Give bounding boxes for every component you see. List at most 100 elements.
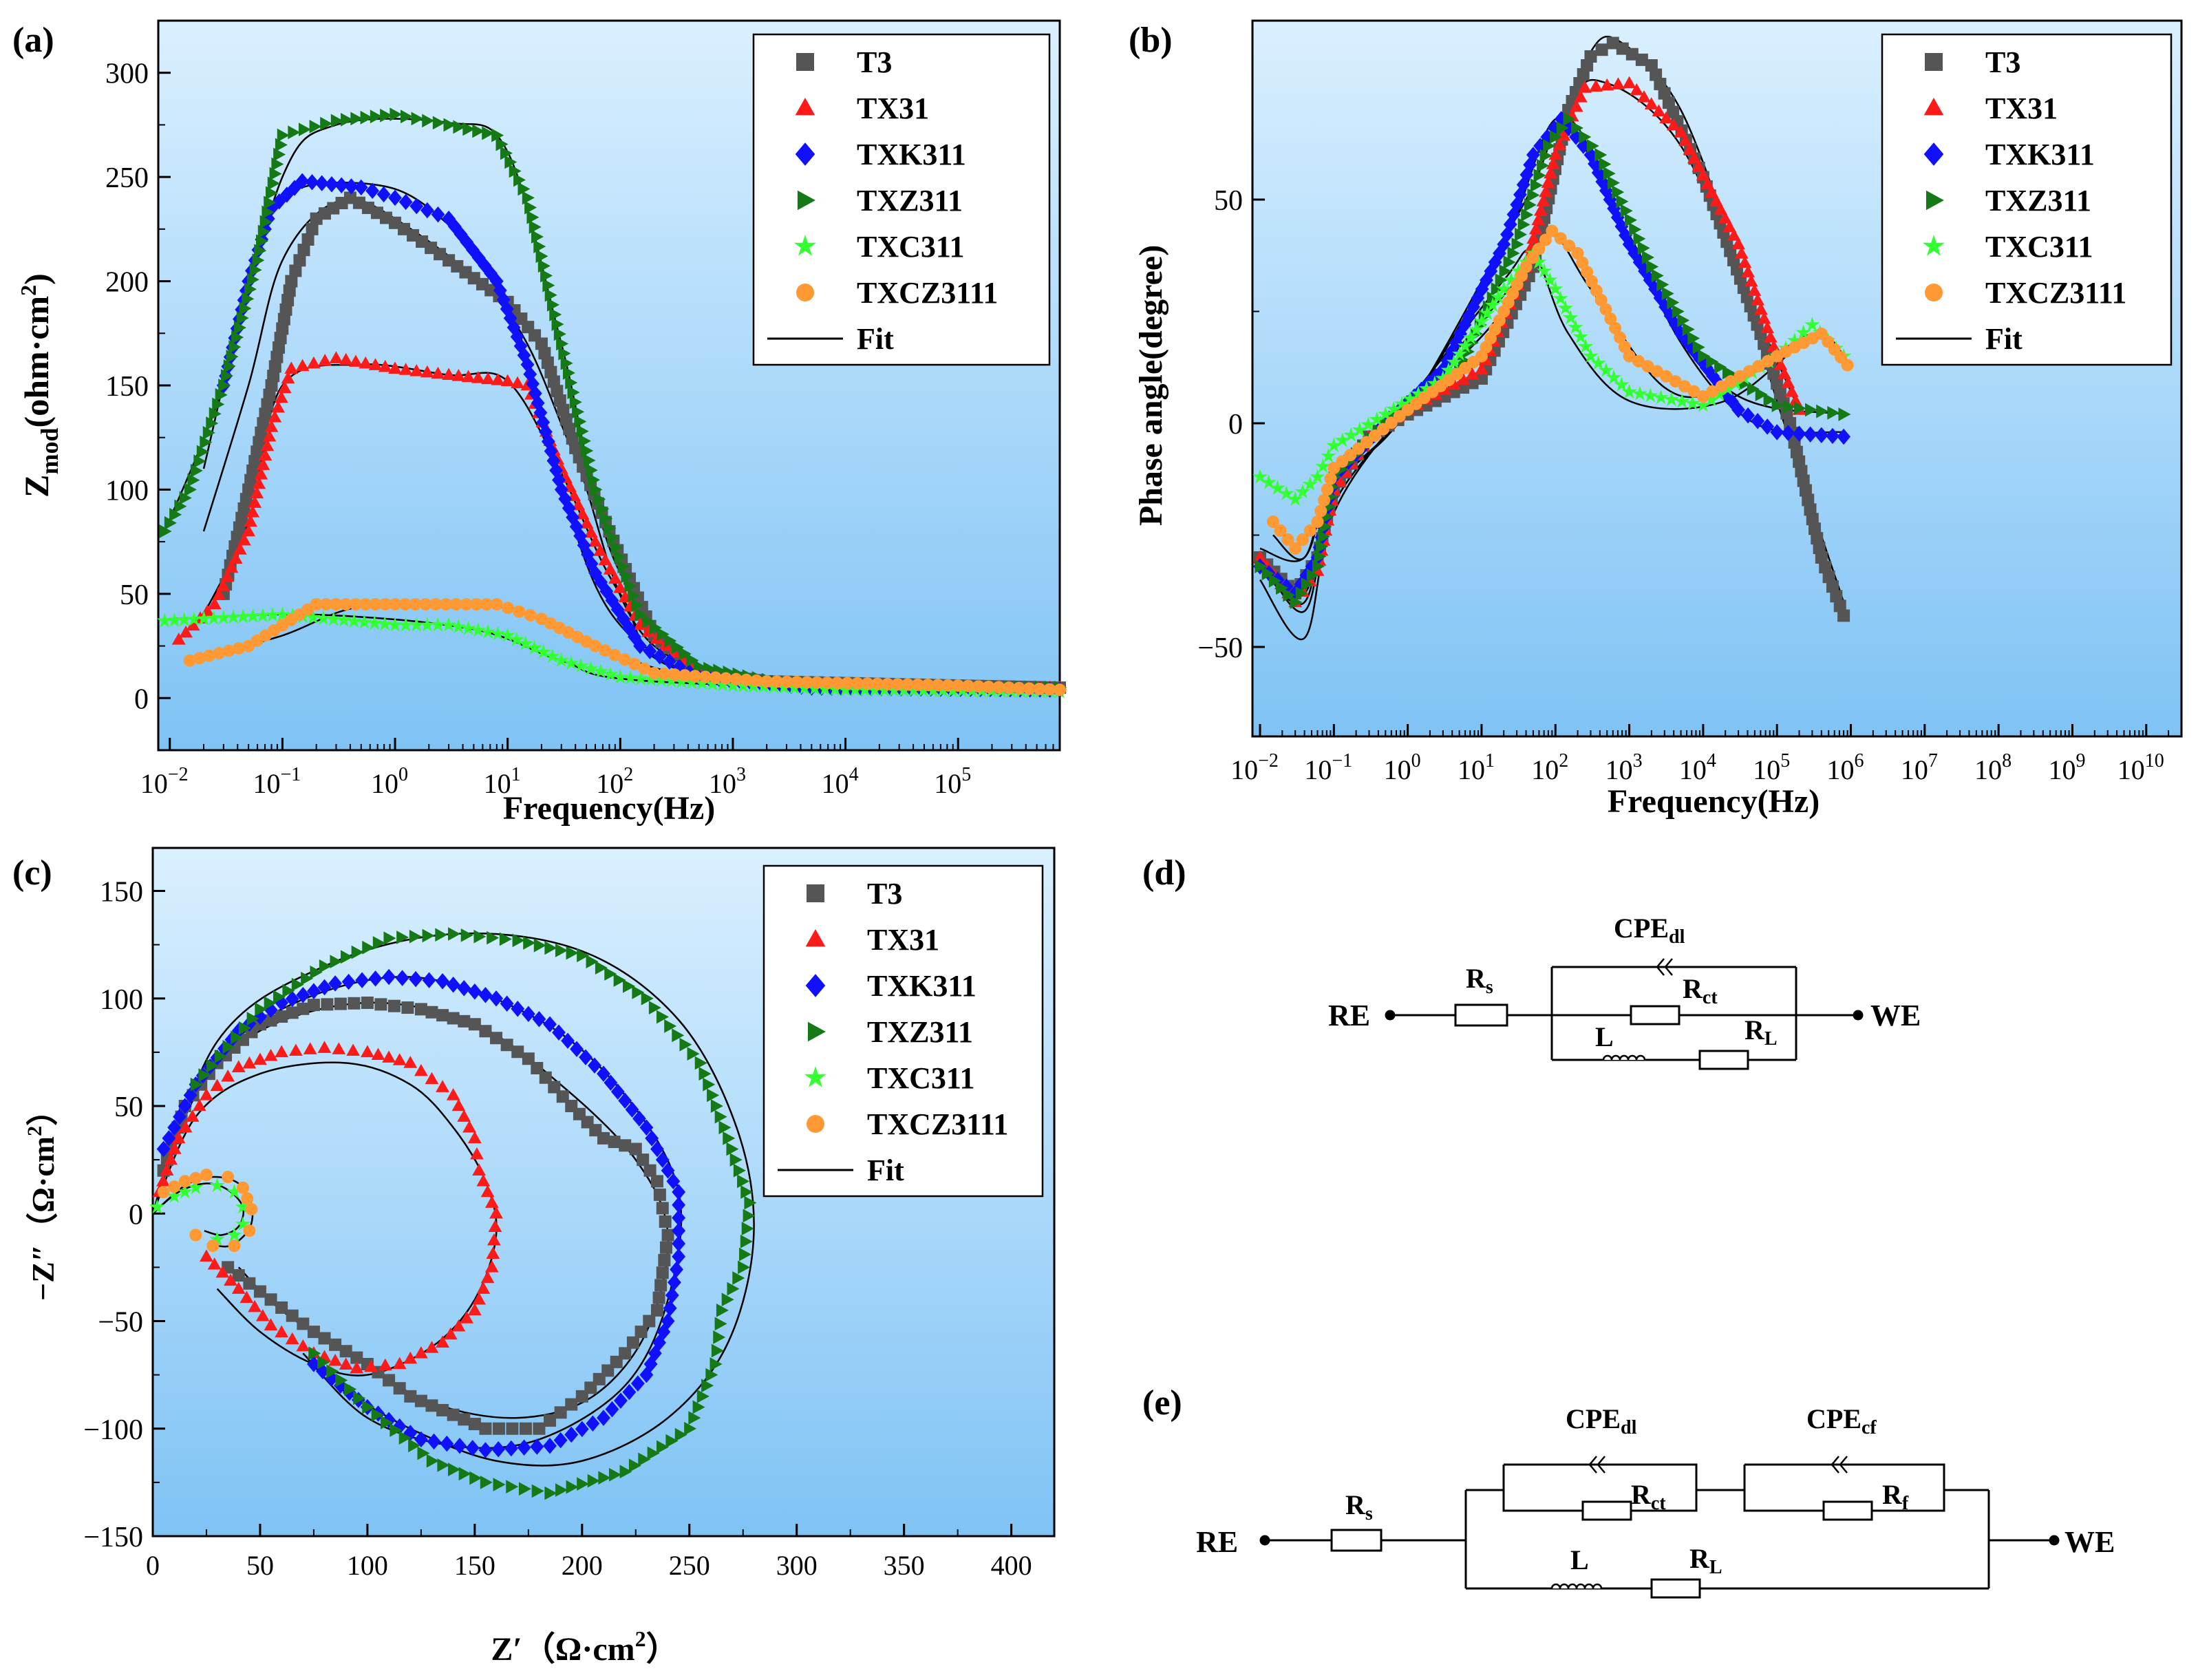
data-point-TXCZ3111	[689, 670, 702, 683]
data-point-TXC311	[167, 1188, 182, 1203]
data-point-TXK311	[285, 990, 299, 1008]
data-point-T3	[1667, 105, 1680, 118]
data-point-TXK311	[314, 175, 329, 191]
x-tick-label: 150	[454, 1550, 495, 1581]
data-point-TXC311	[186, 611, 202, 626]
data-point-TX31	[1652, 104, 1666, 117]
data-point-TXCZ3111	[820, 676, 833, 689]
data-point-TXZ311	[1692, 340, 1705, 354]
data-point-T3	[1658, 87, 1671, 100]
data-point-TXZ311	[1507, 246, 1520, 260]
data-point-TXCZ3111	[589, 639, 602, 652]
data-point-T3	[519, 1422, 532, 1435]
data-point-TXZ311	[684, 1421, 697, 1436]
data-point-TXC311	[188, 1180, 204, 1195]
data-point-TXZ311	[254, 244, 267, 258]
data-point-TXCZ3111	[222, 1171, 235, 1184]
data-point-TXCZ3111	[1725, 375, 1738, 388]
data-point-TXZ311	[190, 1077, 203, 1092]
data-point-TX31	[295, 359, 310, 372]
data-point-TXC311	[1462, 330, 1479, 345]
data-point-T3	[334, 997, 347, 1010]
y-tick-label: 50	[120, 580, 149, 611]
data-point-TXK311	[614, 1392, 628, 1409]
data-point-TXC311	[1435, 370, 1451, 385]
data-point-T3	[1595, 43, 1608, 56]
data-point-TXCZ3111	[1650, 365, 1663, 378]
data-point-TXCZ3111	[1581, 266, 1594, 279]
data-point-TXZ311	[273, 147, 286, 162]
data-point-TXK311	[305, 174, 319, 191]
data-point-TXC311	[346, 613, 362, 628]
data-point-TXZ311	[257, 224, 270, 239]
data-point-TXZ311	[721, 1293, 734, 1307]
cpe-symbol-d	[1656, 958, 1673, 976]
data-point-TXC311	[1557, 300, 1573, 315]
data-point-TX31	[409, 364, 424, 376]
data-point-TXCZ3111	[1613, 331, 1626, 344]
data-point-TXCZ3111	[1706, 385, 1719, 398]
data-point-TXZ311	[301, 971, 314, 986]
legend-marker	[1925, 190, 1944, 211]
data-point-TXK311	[672, 1235, 686, 1252]
legend-label: Fit	[867, 1153, 904, 1187]
l-label-e: L	[1570, 1544, 1589, 1575]
data-point-TXZ311	[472, 124, 485, 138]
data-point-TXZ311	[590, 482, 603, 497]
data-point-TXZ311	[1793, 401, 1806, 416]
data-point-TXCZ3111	[1519, 260, 1533, 273]
data-point-TX31	[285, 1332, 299, 1345]
data-point-TXC311	[1334, 432, 1350, 447]
data-point-TXZ311	[380, 1415, 393, 1429]
data-point-TXZ311	[1805, 403, 1818, 417]
y-tick-label: 0	[134, 683, 149, 715]
data-point-T3	[1650, 68, 1663, 81]
data-point-TX31	[1465, 367, 1480, 380]
data-point-TXZ311	[362, 1400, 375, 1414]
data-point-T3	[566, 432, 579, 445]
data-point-TXZ311	[435, 928, 448, 942]
re-label-e: RE	[1196, 1525, 1238, 1559]
data-point-T3	[626, 1336, 639, 1349]
data-point-TXZ311	[705, 1368, 718, 1382]
data-point-TXK311	[422, 972, 436, 988]
data-point-TXCZ3111	[780, 675, 793, 688]
resistor-rs-d	[1454, 1003, 1508, 1027]
data-point-TXK311	[1488, 254, 1502, 270]
x-tick-label: 101	[1458, 750, 1495, 785]
data-point-TX31	[1475, 362, 1489, 375]
legend-label: TXCZ3111	[857, 276, 998, 310]
data-point-TX31	[1700, 177, 1715, 189]
resistor-rct-e	[1581, 1500, 1632, 1521]
data-point-TXZ311	[1543, 139, 1556, 153]
data-point-TX31	[472, 1163, 486, 1176]
data-point-TXC311	[490, 626, 506, 641]
data-point-T3	[608, 1136, 621, 1149]
panel-label-e: (e)	[1142, 1383, 1182, 1423]
data-point-TXC311	[1474, 313, 1490, 328]
data-point-TXZ311	[335, 1373, 348, 1387]
data-point-TXZ311	[1629, 222, 1642, 237]
data-point-TXCZ3111	[1054, 683, 1066, 697]
legend-marker	[804, 1066, 827, 1087]
data-point-TX31	[1789, 394, 1803, 406]
data-point-T3	[348, 997, 361, 1010]
data-point-TXZ311	[679, 647, 692, 661]
data-point-TXZ311	[256, 234, 269, 248]
y-tick-label: 300	[105, 59, 149, 90]
data-point-TXZ311	[265, 186, 278, 200]
data-point-TXCZ3111	[1043, 683, 1056, 696]
resistor-rct-d	[1630, 1005, 1680, 1025]
data-point-TXC311	[612, 669, 628, 684]
data-point-TXK311	[288, 180, 301, 196]
data-point-TXK311	[388, 189, 402, 206]
data-point-TXZ311	[1646, 259, 1659, 274]
data-point-T3	[1645, 59, 1658, 72]
data-point-TXZ311	[1268, 573, 1281, 588]
data-point-TXK311	[446, 977, 460, 993]
data-point-TXK311	[431, 206, 445, 223]
data-point-TXZ311	[672, 1028, 685, 1043]
data-point-T3	[1833, 599, 1846, 613]
data-point-T3	[1773, 387, 1786, 400]
data-point-TXZ311	[566, 946, 579, 960]
